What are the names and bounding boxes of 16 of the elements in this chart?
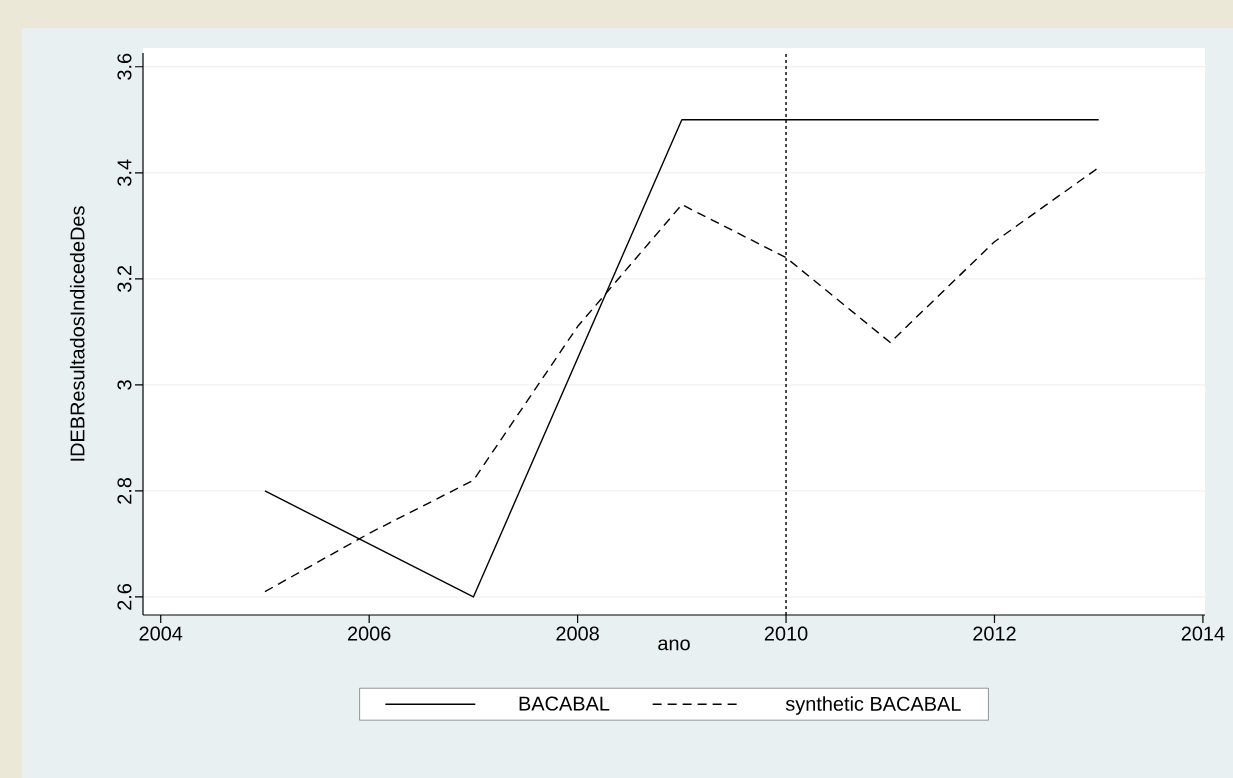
x-tick-label: 2010	[764, 626, 808, 641]
y-tick-label: 2.8	[117, 477, 132, 504]
y-tick-label: 3.2	[117, 266, 132, 292]
legend-label: BACABAL	[519, 696, 610, 711]
y-tick-label: 3.4	[117, 159, 132, 186]
x-tick-label: 2014	[1181, 626, 1225, 641]
legend-label: synthetic BACABAL	[785, 696, 961, 715]
y-axis-title: IDEBResultadosIndicedeDes	[69, 206, 85, 461]
x-tick-label: 2006	[348, 626, 391, 641]
y-tick-label: 3	[117, 380, 132, 390]
x-axis-title: ano	[658, 639, 690, 651]
x-tick-label: 2004	[139, 626, 183, 641]
y-tick-label: 2.6	[117, 583, 132, 610]
x-tick-label: 2008	[556, 626, 599, 641]
x-tick-label: 2012	[973, 626, 1016, 641]
y-tick-label: 3.6	[117, 53, 132, 80]
